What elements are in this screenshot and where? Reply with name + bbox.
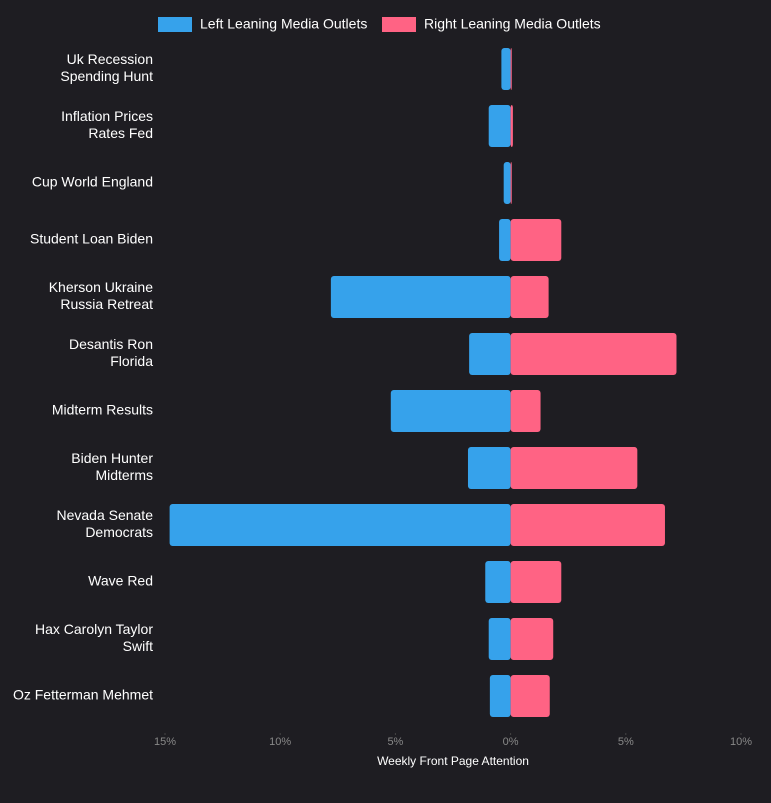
y-tick-label: Wave Red	[88, 573, 153, 589]
legend-label: Right Leaning Media Outlets	[424, 16, 601, 32]
bar	[510, 561, 562, 603]
bar	[510, 504, 665, 546]
bar	[510, 219, 562, 261]
bar	[485, 561, 511, 603]
bar	[488, 105, 511, 147]
x-axis-title: Weekly Front Page Attention	[377, 754, 529, 768]
y-tick-label: Midterm Results	[52, 402, 153, 418]
x-tick-label: 10%	[730, 736, 752, 748]
y-tick-label: Democrats	[85, 524, 153, 540]
y-tick-label: Desantis Ron	[69, 336, 153, 352]
bar	[390, 390, 511, 432]
y-tick-label: Oz Fetterman Mehmet	[13, 687, 153, 703]
bar	[510, 675, 550, 717]
y-tick-label: Inflation Prices	[61, 108, 153, 124]
x-tick-label: 0%	[503, 736, 519, 748]
x-tick-label: 5%	[387, 736, 403, 748]
x-tick-label: 10%	[269, 736, 291, 748]
bar	[499, 219, 511, 261]
legend-swatch	[382, 17, 416, 32]
y-tick-label: Cup World England	[32, 174, 153, 190]
y-tick-label: Spending Hunt	[60, 68, 153, 84]
bar	[469, 333, 511, 375]
bar	[169, 504, 511, 546]
bar	[510, 447, 638, 489]
y-tick-label: Nevada Senate	[56, 507, 153, 523]
y-tick-label: Hax Carolyn Taylor	[35, 621, 153, 637]
bar	[467, 447, 511, 489]
bar	[510, 390, 541, 432]
x-tick-label: 5%	[618, 736, 634, 748]
bar	[510, 333, 677, 375]
y-tick-label: Swift	[123, 638, 153, 654]
x-tick-label: 15%	[154, 736, 176, 748]
legend-swatch	[158, 17, 192, 32]
bar	[510, 276, 549, 318]
y-tick-label: Russia Retreat	[60, 296, 153, 312]
bar	[488, 618, 511, 660]
y-tick-label: Biden Hunter	[71, 450, 153, 466]
bar	[510, 48, 512, 90]
bar	[501, 48, 511, 90]
bar	[330, 276, 511, 318]
y-tick-label: Florida	[110, 353, 153, 369]
y-tick-label: Midterms	[95, 467, 153, 483]
y-tick-label: Rates Fed	[88, 125, 153, 141]
bar	[503, 162, 511, 204]
bar	[510, 105, 513, 147]
bar	[510, 162, 512, 204]
y-tick-label: Kherson Ukraine	[49, 279, 153, 295]
legend-label: Left Leaning Media Outlets	[200, 16, 367, 32]
bar	[510, 618, 554, 660]
bar	[489, 675, 511, 717]
y-tick-label: Uk Recession	[67, 51, 153, 67]
y-tick-label: Student Loan Biden	[30, 231, 153, 247]
